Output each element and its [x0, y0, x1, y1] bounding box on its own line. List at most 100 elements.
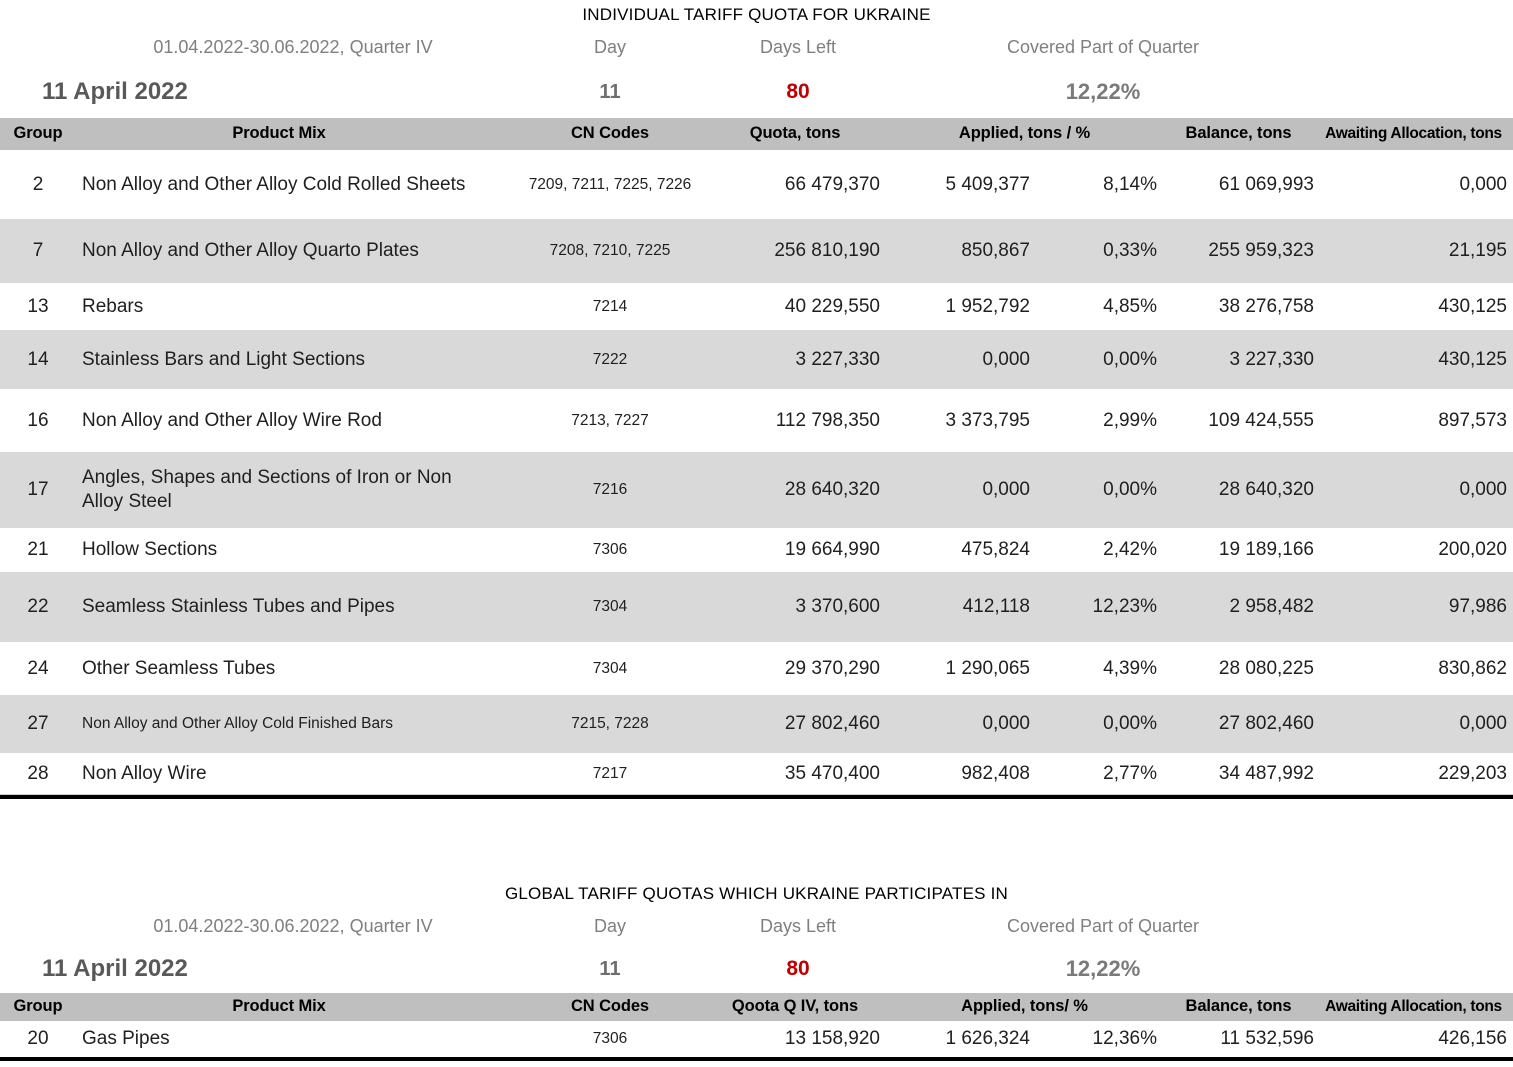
quota-cell: 3 227,330: [795, 348, 880, 370]
table-row: 24 Other Seamless Tubes 7304 29 370,290 …: [0, 642, 1513, 695]
awaiting-allocation-cell: 200,020: [1438, 539, 1507, 560]
product-mix-cell: Non Alloy and Other Alloy Wire Rod: [82, 409, 382, 431]
col-header-group: Group: [13, 997, 63, 1016]
report-date: 11 April 2022: [42, 78, 188, 105]
day-label: Day: [593, 915, 626, 936]
applied-tons-cell: 982,408: [961, 762, 1030, 784]
product-mix-cell: Angles, Shapes and Sections of Iron or N…: [82, 467, 452, 512]
balance-cell: 28 640,320: [1218, 479, 1314, 500]
period-label: 01.04.2022-30.06.2022, Quarter IV: [153, 36, 433, 57]
applied-percent-cell: 12,23%: [1092, 596, 1157, 617]
group-cell: 16: [27, 409, 49, 431]
applied-tons-cell: 0,000: [982, 479, 1030, 500]
group-cell: 2: [32, 173, 44, 195]
awaiting-allocation-cell: 430,125: [1438, 295, 1507, 317]
cn-codes-cell: 7214: [592, 297, 628, 315]
col-header-quota: Qoota Q IV, tons: [731, 997, 859, 1016]
table-row: 17 Angles, Shapes and Sections of Iron o…: [0, 452, 1513, 528]
col-header-balance: Balance, tons: [1185, 997, 1292, 1016]
product-mix-cell: Hollow Sections: [82, 539, 218, 561]
product-mix-cell: Non Alloy and Other Alloy Cold Finished …: [82, 715, 394, 733]
table-row: 2 Non Alloy and Other Alloy Cold Rolled …: [0, 150, 1513, 219]
quota-cell: 40 229,550: [784, 295, 880, 317]
balance-cell: 3 227,330: [1229, 348, 1314, 370]
awaiting-allocation-cell: 0,000: [1459, 713, 1507, 734]
applied-tons-cell: 5 409,377: [945, 173, 1030, 195]
balance-cell: 28 080,225: [1218, 657, 1314, 679]
applied-percent-cell: 2,77%: [1103, 762, 1157, 784]
applied-percent-cell: 8,14%: [1103, 173, 1157, 195]
table-row: 13 Rebars 7214 40 229,550 1 952,792 4,85…: [0, 283, 1513, 330]
applied-tons-cell: 1 290,065: [945, 657, 1030, 679]
day-value: 11: [599, 80, 621, 103]
cn-codes-cell: 7209, 7211, 7225, 7226: [528, 175, 692, 193]
group-cell: 21: [27, 539, 49, 560]
table2-title: GLOBAL TARIFF QUOTAS WHICH UKRAINE PARTI…: [504, 884, 1009, 903]
group-cell: 13: [27, 295, 49, 317]
applied-tons-cell: 1 952,792: [945, 295, 1030, 317]
quota-cell: 27 802,460: [784, 713, 880, 734]
cn-codes-cell: 7306: [592, 541, 628, 558]
applied-percent-cell: 0,33%: [1103, 240, 1157, 261]
table-row: 22 Seamless Stainless Tubes and Pipes 73…: [0, 572, 1513, 642]
individual-quota-section: INDIVIDUAL TARIFF QUOTA FOR UKRAINE 01.0…: [0, 2, 1513, 799]
period-label: 01.04.2022-30.06.2022, Quarter IV: [153, 915, 433, 936]
quota-cell: 13 158,920: [784, 1028, 880, 1049]
group-cell: 28: [27, 762, 49, 784]
col-header-group: Group: [13, 124, 63, 143]
col-header-applied: Applied, tons / %: [958, 124, 1091, 143]
table2-header-row: Group Product Mix CN Codes Qoota Q IV, t…: [0, 993, 1513, 1021]
applied-percent-cell: 4,39%: [1103, 657, 1157, 679]
product-mix-cell: Other Seamless Tubes: [82, 657, 276, 679]
balance-cell: 109 424,555: [1208, 409, 1314, 431]
table-row: 7 Non Alloy and Other Alloy Quarto Plate…: [0, 219, 1513, 283]
product-mix-cell: Non Alloy and Other Alloy Quarto Plates: [82, 240, 419, 262]
cn-codes-cell: 7215, 7228: [571, 715, 649, 732]
table-row: 16 Non Alloy and Other Alloy Wire Rod 72…: [0, 389, 1513, 452]
cn-codes-cell: 7304: [592, 659, 628, 677]
col-header-quota: Quota, tons: [749, 124, 841, 143]
product-mix-cell: Rebars: [82, 295, 144, 317]
applied-percent-cell: 0,00%: [1103, 713, 1157, 734]
quota-cell: 112 798,350: [775, 409, 880, 431]
group-cell: 24: [27, 657, 49, 679]
applied-tons-cell: 412,118: [962, 596, 1030, 617]
cn-codes-cell: 7217: [592, 764, 628, 782]
applied-tons-cell: 475,824: [961, 539, 1030, 560]
quota-cell: 28 640,320: [784, 479, 880, 500]
days-left-value: 80: [786, 80, 810, 103]
applied-percent-cell: 4,85%: [1103, 295, 1157, 317]
col-header-product-mix: Product Mix: [232, 997, 326, 1016]
awaiting-allocation-cell: 229,203: [1438, 762, 1507, 784]
awaiting-allocation-cell: 830,862: [1438, 657, 1507, 679]
table-row: 20 Gas Pipes 7306 13 158,920 1 626,324 1…: [0, 1021, 1513, 1057]
balance-cell: 19 189,166: [1218, 539, 1314, 560]
cn-codes-cell: 7306: [592, 1030, 628, 1047]
table1-meta-values-row: 11 April 2022 11 80 12,22%: [0, 66, 1513, 118]
applied-tons-cell: 1 626,324: [945, 1028, 1030, 1049]
product-mix-cell: Stainless Bars and Light Sections: [82, 348, 366, 370]
applied-percent-cell: 0,00%: [1103, 479, 1157, 500]
table-row: 28 Non Alloy Wire 7217 35 470,400 982,40…: [0, 753, 1513, 795]
report-date: 11 April 2022: [42, 955, 188, 982]
quota-cell: 35 470,400: [784, 762, 880, 784]
group-cell: 7: [32, 240, 44, 261]
covered-part-value: 12,22%: [1065, 956, 1141, 981]
balance-cell: 34 487,992: [1218, 762, 1314, 784]
balance-cell: 27 802,460: [1218, 713, 1314, 734]
awaiting-allocation-cell: 897,573: [1438, 409, 1507, 431]
awaiting-allocation-cell: 21,195: [1448, 240, 1507, 261]
product-mix-cell: Non Alloy Wire: [82, 762, 207, 784]
col-header-awaiting-allocation: Awaiting Allocation, tons: [1325, 124, 1502, 142]
day-label: Day: [593, 36, 626, 57]
balance-cell: 38 276,758: [1218, 295, 1314, 317]
cn-codes-cell: 7208, 7210, 7225: [549, 242, 671, 259]
table-row: 27 Non Alloy and Other Alloy Cold Finish…: [0, 695, 1513, 753]
balance-cell: 255 959,323: [1208, 240, 1314, 261]
awaiting-allocation-cell: 430,125: [1438, 348, 1507, 370]
awaiting-allocation-cell: 0,000: [1459, 479, 1507, 500]
awaiting-allocation-cell: 426,156: [1438, 1028, 1507, 1049]
cn-codes-cell: 7216: [592, 481, 628, 498]
applied-percent-cell: 0,00%: [1103, 348, 1157, 370]
